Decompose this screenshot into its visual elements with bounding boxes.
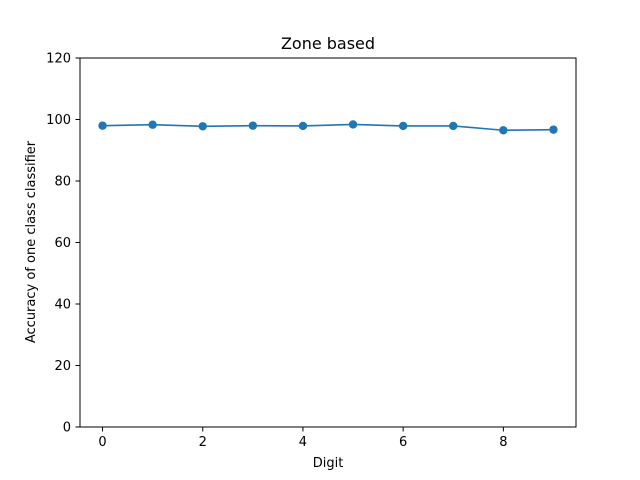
data-point [248, 121, 258, 130]
data-point [499, 126, 508, 135]
x-axis-label: Digit [313, 456, 344, 471]
y-tick-label: 80 [54, 175, 71, 190]
y-tick-label: 40 [54, 298, 71, 313]
x-tick-label: 6 [399, 435, 407, 450]
y-tick-label: 120 [46, 52, 71, 67]
data-point [98, 121, 107, 130]
data-point [148, 120, 157, 129]
data-point [198, 122, 207, 131]
x-tick-label: 0 [98, 435, 106, 450]
x-tick-label: 2 [199, 435, 207, 450]
data-point [549, 125, 558, 134]
x-tick-label: 4 [299, 435, 307, 450]
data-point [398, 121, 408, 131]
y-axis-label: Accuracy of one class classifier [24, 140, 39, 343]
chart-title: Zone based [281, 34, 375, 53]
y-tick-label: 60 [54, 236, 71, 251]
y-tick-label: 20 [54, 359, 71, 374]
series-line [101, 123, 555, 132]
data-point [449, 121, 458, 131]
data-point [298, 121, 308, 131]
x-tick-label: 8 [499, 435, 507, 450]
y-tick-label: 100 [46, 113, 71, 128]
data-point [348, 120, 358, 129]
axes-frame [79, 57, 577, 428]
y-tick-label: 0 [63, 421, 71, 436]
